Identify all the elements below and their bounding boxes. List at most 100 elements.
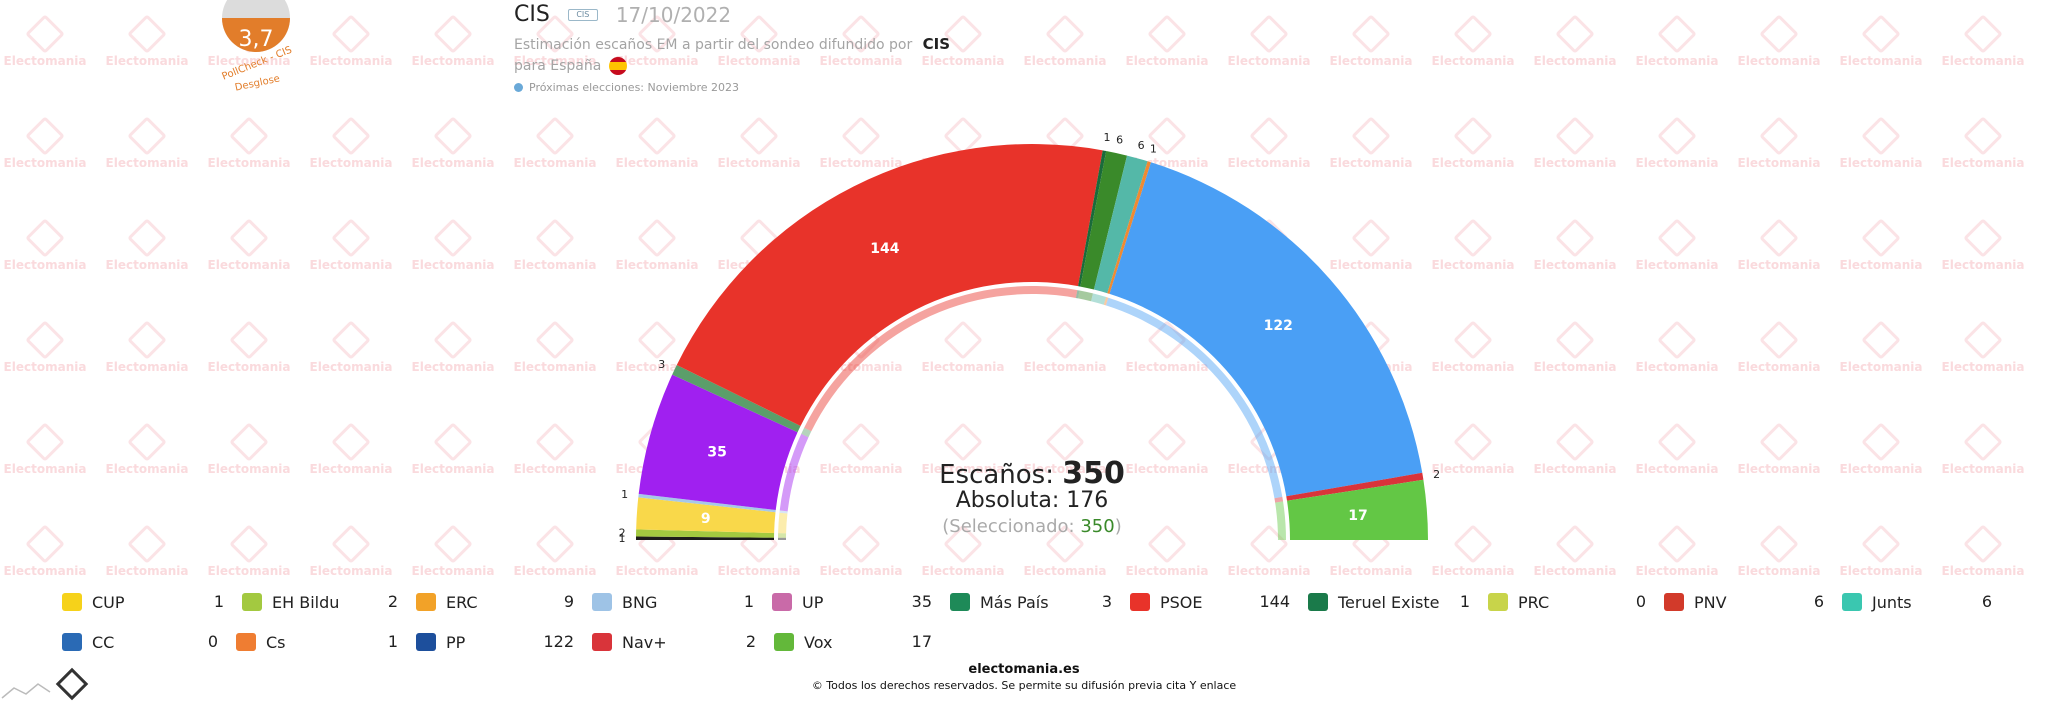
legend-label-pp: PP — [446, 632, 466, 652]
legend-item-psoe[interactable]: PSOE — [1130, 588, 1203, 616]
selected-line: (Seleccionado: 350) — [942, 516, 1122, 537]
seat-label-bng: 1 — [621, 488, 628, 501]
seat-label-cs: 1 — [1150, 142, 1157, 155]
seat-arc-inner-pnv[interactable] — [1078, 290, 1093, 302]
seat-ring-outer — [636, 144, 1428, 540]
legend-item-junts[interactable]: Junts — [1842, 588, 1912, 616]
legend-item-nav-[interactable]: Nav+ — [592, 628, 667, 656]
spain-flag-icon — [609, 57, 628, 75]
legend-item-cup[interactable]: CUP — [62, 588, 125, 616]
footer-site[interactable]: electomania.es — [968, 662, 1080, 677]
seat-label-up: 35 — [707, 445, 726, 461]
prc-logo-icon — [1488, 593, 1508, 611]
psoe-logo-icon — [1130, 593, 1150, 611]
cc-logo-icon — [62, 633, 82, 651]
seat-label-teruel-existe: 1 — [1104, 131, 1111, 144]
subtitle: Estimación escaños EM a partir del sonde… — [514, 35, 1214, 53]
seat-arc-inner-bng[interactable] — [779, 510, 788, 514]
footer-copyright: © Todos los derechos reservados. Se perm… — [811, 679, 1237, 692]
legend-item-up[interactable]: UP — [772, 588, 823, 616]
cup-logo-icon — [62, 593, 82, 611]
seat-arc-cs[interactable] — [1107, 161, 1151, 294]
seat-arc-erc[interactable] — [636, 497, 776, 534]
seat-arc-inner-teruel-existe[interactable] — [1075, 290, 1080, 299]
subtitle-text: Estimación escaños EM a partir del sonde… — [514, 37, 913, 53]
party-legend: CUP 1 EH Bildu 2 ERC 9 BNG 1 UP 35 Más País 3 PSOE 14… — [0, 588, 2048, 668]
mas-pais-logo-icon — [950, 593, 970, 611]
legend-label-cup: CUP — [92, 592, 125, 612]
legend-label-up: UP — [802, 592, 824, 612]
seat-arc-inner-nav-[interactable] — [1274, 496, 1284, 503]
legend-seats-nav-: 2 — [745, 632, 756, 651]
seat-ring-inner — [778, 286, 1286, 540]
legend-item-prc[interactable]: PRC — [1488, 588, 1549, 616]
legend-item-teruel-existe[interactable]: Teruel Existe — [1308, 588, 1439, 616]
legend-seats-cs: 1 — [387, 632, 398, 651]
legend-item-vox[interactable]: Vox — [774, 628, 832, 656]
pp-logo-icon — [416, 633, 436, 651]
legend-seats-cup: 1 — [213, 592, 224, 611]
bildu-logo-icon — [242, 593, 262, 611]
seat-arc-vox[interactable] — [1287, 479, 1428, 540]
region-label: para España — [514, 58, 602, 74]
vox-logo-icon — [774, 633, 794, 651]
poll-date: 17/10/2022 — [615, 2, 732, 27]
legend-label-erc: ERC — [446, 592, 478, 612]
legend-label-pnv: PNV — [1694, 592, 1727, 612]
seat-label-vox: 17 — [1348, 508, 1367, 524]
pnv-logo-icon — [1664, 593, 1684, 611]
legend-item-eh-bildu[interactable]: EH Bildu — [242, 588, 339, 616]
seat-arc-up[interactable] — [638, 374, 798, 510]
poll-header: CIS CIS 17/10/2022 Estimación escaños EM… — [514, 2, 1214, 94]
seat-arc-eh-bildu[interactable] — [636, 529, 775, 538]
legend-label-eh-bildu: EH Bildu — [272, 592, 340, 612]
selected-value: 350 — [1080, 516, 1115, 537]
legend-item-cc[interactable]: CC — [62, 628, 114, 656]
seat-arc-psoe[interactable] — [676, 144, 1103, 426]
seat-arc-inner-vox[interactable] — [1275, 501, 1286, 540]
seat-arc-inner-erc[interactable] — [778, 512, 788, 534]
seat-arc-inner-up[interactable] — [779, 433, 809, 512]
seat-label-eh-bildu: 2 — [619, 527, 626, 540]
legend-label-bng: BNG — [622, 592, 658, 612]
seat-arc-junts[interactable] — [1093, 155, 1148, 294]
seat-arc-pnv[interactable] — [1080, 151, 1128, 290]
cs-logo-icon — [236, 633, 256, 651]
seat-arc-inner-junts[interactable] — [1091, 293, 1107, 305]
seat-arc-inner-psoe[interactable] — [804, 286, 1078, 432]
seat-arc-inner-cup[interactable] — [778, 537, 787, 540]
legend-item-m-s-pa-s[interactable]: Más País — [950, 588, 1049, 616]
legend-label-junts: Junts — [1872, 592, 1912, 612]
legend-label-m-s-pa-s: Más País — [980, 592, 1049, 612]
legend-seats-up: 35 — [911, 592, 932, 611]
electomania-corner-logo-icon[interactable] — [0, 664, 90, 704]
seat-arc-teruel-existe[interactable] — [1078, 150, 1107, 287]
ballot-box-icon — [514, 83, 523, 92]
seat-arc-bng[interactable] — [638, 493, 776, 513]
legend-label-nav-: Nav+ — [622, 632, 667, 652]
seat-arc-nav-[interactable] — [1286, 472, 1424, 501]
legend-seats-m-s-pa-s: 3 — [1101, 592, 1112, 611]
seat-label-junts: 6 — [1138, 139, 1145, 152]
seat-arc-m-s-pa-s[interactable] — [672, 364, 801, 433]
seat-arc-inner-cs[interactable] — [1103, 297, 1109, 306]
pollcheck-badge[interactable]: 3,7 PollCheck - CIS Desglose — [218, 0, 294, 96]
legend-item-erc[interactable]: ERC — [416, 588, 478, 616]
seats-total-line: Escaños: 350 — [832, 456, 1232, 491]
erc-logo-icon — [416, 593, 436, 611]
subtitle-source[interactable]: CIS — [922, 35, 951, 53]
seat-arc-pp[interactable] — [1109, 162, 1423, 497]
legend-label-vox: Vox — [804, 632, 833, 652]
legend-seats-junts: 6 — [1981, 592, 1992, 611]
seat-arc-inner-m-s-pa-s[interactable] — [801, 427, 812, 438]
seat-arc-cup[interactable] — [636, 536, 775, 540]
seat-label-psoe: 144 — [870, 241, 899, 257]
legend-item-cs[interactable]: Cs — [236, 628, 286, 656]
seat-label-erc: 9 — [701, 511, 711, 527]
poll-name: CIS — [514, 2, 550, 27]
legend-label-teruel-existe: Teruel Existe — [1338, 592, 1440, 612]
legend-item-pp[interactable]: PP — [416, 628, 465, 656]
legend-item-pnv[interactable]: PNV — [1664, 588, 1727, 616]
seat-arc-inner-eh-bildu[interactable] — [778, 533, 787, 538]
legend-item-bng[interactable]: BNG — [592, 588, 657, 616]
